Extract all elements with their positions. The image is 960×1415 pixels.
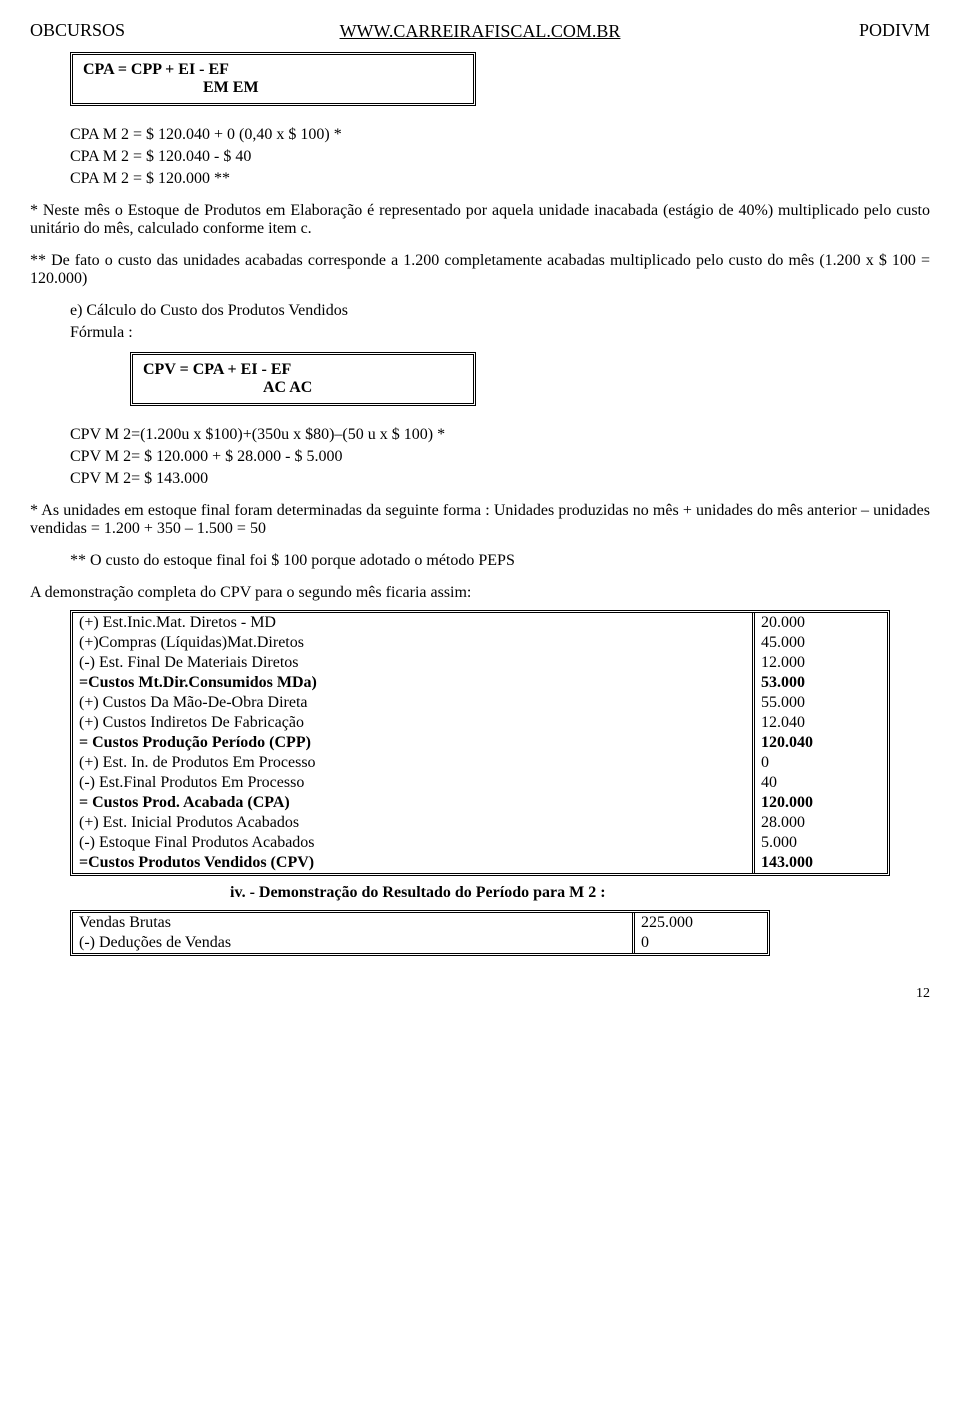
table-row: (+)Compras (Líquidas)Mat.Diretos45.000 xyxy=(73,633,887,653)
table-cell-value: 120.000 xyxy=(752,793,887,813)
table-cell-label: =Custos Produtos Vendidos (CPV) xyxy=(73,853,752,873)
formula-cpa-box: CPA = CPP + EI - EF EM EM xyxy=(70,52,476,106)
formula-cpa-line2: EM EM xyxy=(83,79,463,97)
cpv-table: (+) Est.Inic.Mat. Diretos - MD20.000(+)C… xyxy=(70,610,890,876)
table-row: (-) Est.Final Produtos Em Processo40 xyxy=(73,773,887,793)
table-cell-value: 5.000 xyxy=(752,833,887,853)
cpv-calc-l2: CPV M 2= $ 120.000 + $ 28.000 - $ 5.000 xyxy=(70,448,930,466)
note-unidades: * As unidades em estoque final foram det… xyxy=(30,502,930,538)
table-cell-label: = Custos Produção Período (CPP) xyxy=(73,733,752,753)
table-row: (-) Estoque Final Produtos Acabados5.000 xyxy=(73,833,887,853)
section-e-subtitle: Fórmula : xyxy=(70,324,930,342)
vendas-table: Vendas Brutas225.000(-) Deduções de Vend… xyxy=(70,910,770,956)
table-row: = Custos Prod. Acabada (CPA)120.000 xyxy=(73,793,887,813)
table-cell-label: (+) Custos Da Mão-De-Obra Direta xyxy=(73,693,752,713)
heading-cpv-demo: A demonstração completa do CPV para o se… xyxy=(30,584,930,602)
note-peps: ** O custo do estoque final foi $ 100 po… xyxy=(70,552,930,570)
table-cell-label: (-) Estoque Final Produtos Acabados xyxy=(73,833,752,853)
table-row: (-) Deduções de Vendas0 xyxy=(73,933,767,953)
cpa-calc-l2: CPA M 2 = $ 120.040 - $ 40 xyxy=(70,148,930,166)
table-cell-value: 0 xyxy=(632,933,767,953)
formula-cpa-line1: CPA = CPP + EI - EF xyxy=(83,61,463,79)
cpa-calc-l1: CPA M 2 = $ 120.040 + 0 (0,40 x $ 100) * xyxy=(70,126,930,144)
section-e-title: e) Cálculo do Custo dos Produtos Vendido… xyxy=(70,302,930,320)
table-cell-label: =Custos Mt.Dir.Consumidos MDa) xyxy=(73,673,752,693)
table-row: (+) Custos Da Mão-De-Obra Direta55.000 xyxy=(73,693,887,713)
formula-cpv-line2: AC AC xyxy=(143,379,463,397)
table-cell-value: 28.000 xyxy=(752,813,887,833)
table-cell-value: 12.000 xyxy=(752,653,887,673)
table-row: (+) Est. Inicial Produtos Acabados28.000 xyxy=(73,813,887,833)
table-cell-value: 53.000 xyxy=(752,673,887,693)
header-right: PODIVM xyxy=(859,20,930,41)
table-cell-value: 20.000 xyxy=(752,613,887,633)
table-cell-value: 45.000 xyxy=(752,633,887,653)
table-cell-label: (+) Est.Inic.Mat. Diretos - MD xyxy=(73,613,752,633)
header-left: OBCURSOS xyxy=(30,20,125,41)
table-cell-value: 120.040 xyxy=(752,733,887,753)
table-cell-value: 40 xyxy=(752,773,887,793)
table-cell-label: (+) Est. In. de Produtos Em Processo xyxy=(73,753,752,773)
table-footer-iv: iv. - Demonstração do Resultado do Perío… xyxy=(230,884,930,902)
table-row: =Custos Produtos Vendidos (CPV)143.000 xyxy=(73,853,887,873)
table-cell-label: = Custos Prod. Acabada (CPA) xyxy=(73,793,752,813)
table-cell-label: (-) Est.Final Produtos Em Processo xyxy=(73,773,752,793)
cpv-calc-l3: CPV M 2= $ 143.000 xyxy=(70,470,930,488)
table-cell-value: 225.000 xyxy=(632,913,767,933)
formula-cpv-line1: CPV = CPA + EI - EF xyxy=(143,361,463,379)
page-number: 12 xyxy=(30,986,930,1002)
cpv-calc-l1: CPV M 2=(1.200u x $100)+(350u x $80)–(50… xyxy=(70,426,930,444)
table-cell-value: 55.000 xyxy=(752,693,887,713)
table-cell-label: (-) Deduções de Vendas xyxy=(73,933,632,953)
table-cell-label: (+) Est. Inicial Produtos Acabados xyxy=(73,813,752,833)
table-row: (+) Est. In. de Produtos Em Processo0 xyxy=(73,753,887,773)
note-estoque: * Neste mês o Estoque de Produtos em Ela… xyxy=(30,202,930,238)
table-cell-label: Vendas Brutas xyxy=(73,913,632,933)
table-row: (+) Custos Indiretos De Fabricação12.040 xyxy=(73,713,887,733)
table-row: (+) Est.Inic.Mat. Diretos - MD20.000 xyxy=(73,613,887,633)
table-cell-label: (+)Compras (Líquidas)Mat.Diretos xyxy=(73,633,752,653)
header-url: WWW.CARREIRAFISCAL.COM.BR xyxy=(30,21,930,42)
table-row: Vendas Brutas225.000 xyxy=(73,913,767,933)
table-row: = Custos Produção Período (CPP)120.040 xyxy=(73,733,887,753)
formula-cpv-box: CPV = CPA + EI - EF AC AC xyxy=(130,352,476,406)
cpa-calc-l3: CPA M 2 = $ 120.000 ** xyxy=(70,170,930,188)
table-row: (-) Est. Final De Materiais Diretos12.00… xyxy=(73,653,887,673)
table-cell-value: 143.000 xyxy=(752,853,887,873)
table-cell-value: 0 xyxy=(752,753,887,773)
table-cell-label: (+) Custos Indiretos De Fabricação xyxy=(73,713,752,733)
note1-text: * Neste mês o Estoque de Produtos em Ela… xyxy=(30,202,930,237)
table-row: =Custos Mt.Dir.Consumidos MDa)53.000 xyxy=(73,673,887,693)
note-defato: ** De fato o custo das unidades acabadas… xyxy=(30,252,930,288)
table-cell-label: (-) Est. Final De Materiais Diretos xyxy=(73,653,752,673)
table-cell-value: 12.040 xyxy=(752,713,887,733)
